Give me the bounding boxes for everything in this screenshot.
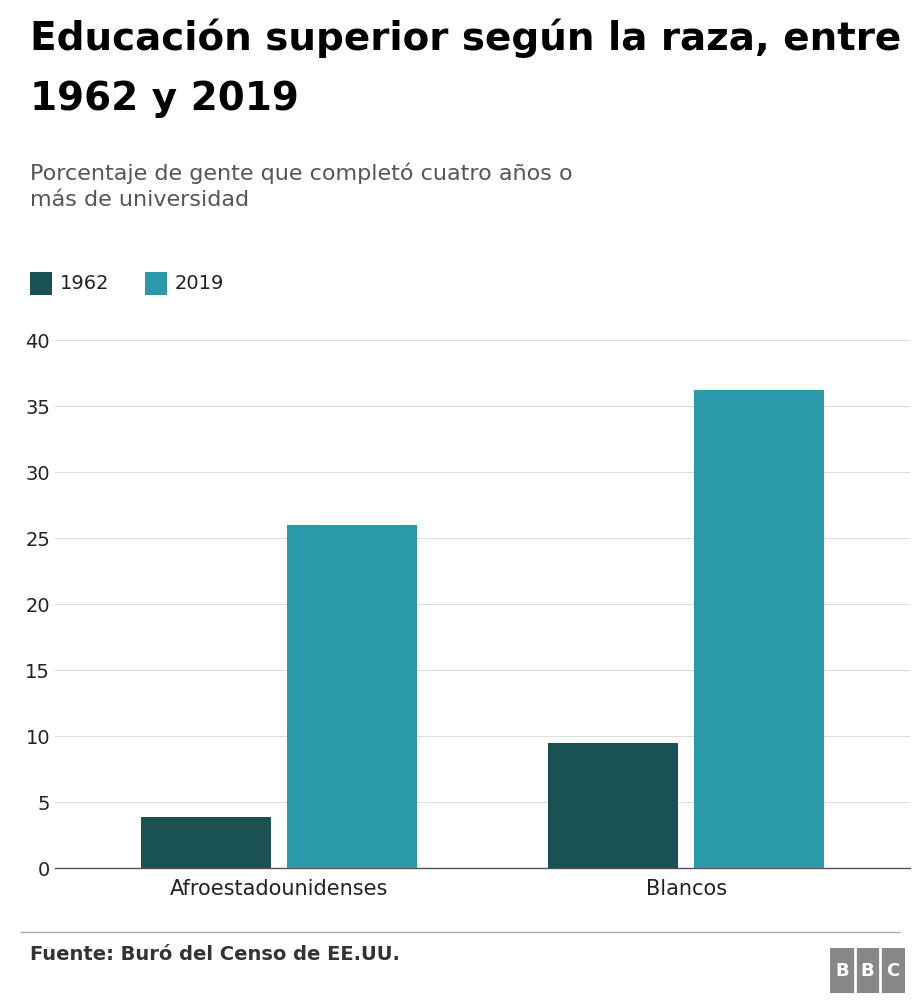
Text: Porcentaje de gente que completó cuatro años o
más de universidad: Porcentaje de gente que completó cuatro … (30, 162, 572, 210)
Text: B: B (834, 962, 848, 980)
Bar (855, 951, 879, 991)
Text: Fuente: Buró del Censo de EE.UU.: Fuente: Buró del Censo de EE.UU. (30, 945, 400, 964)
Text: B: B (860, 962, 873, 980)
Bar (694, 390, 823, 868)
Text: 1962: 1962 (60, 274, 109, 293)
Bar (141, 817, 270, 868)
Text: Educación superior según la raza, entre: Educación superior según la raza, entre (30, 18, 901, 57)
Text: 1962 y 2019: 1962 y 2019 (30, 80, 299, 118)
Bar (287, 525, 417, 868)
Bar (547, 742, 677, 868)
Bar (830, 951, 854, 991)
Bar (879, 951, 903, 991)
Text: C: C (885, 962, 898, 980)
Text: 2019: 2019 (175, 274, 224, 293)
